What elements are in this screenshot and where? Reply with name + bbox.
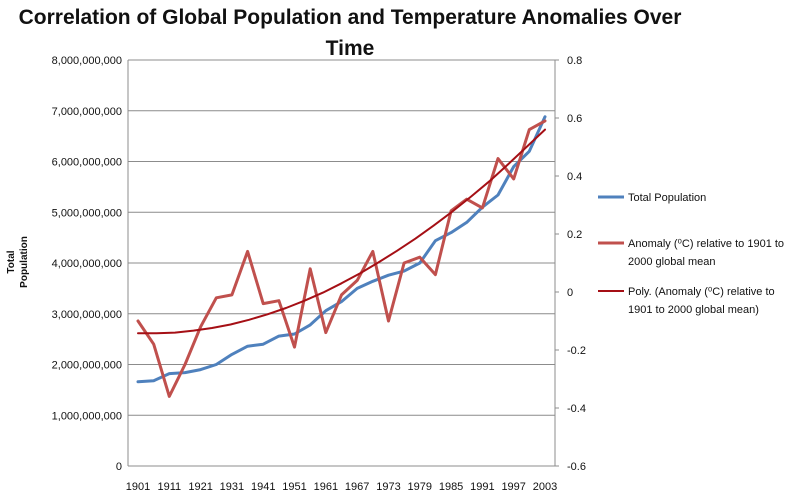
right-tick-label: 0.4 (567, 171, 582, 183)
x-tick-label: 1967 (345, 481, 369, 493)
x-tick-label: 2003 (533, 481, 557, 493)
left-tick-label: 3,000,000,000 (52, 309, 122, 321)
left-tick-label: 7,000,000,000 (52, 106, 122, 118)
right-tick-label: 0.2 (567, 229, 582, 241)
x-tick-label: 1921 (188, 481, 212, 493)
x-tick-label: 1991 (470, 481, 494, 493)
legend: Total Population Anomaly (⁰C) relative to… (598, 192, 784, 316)
left-tick-label: 0 (116, 461, 122, 473)
right-tick-label: 0.8 (567, 55, 582, 67)
series-line-1 (136, 115, 547, 384)
right-axis-ticks: -0.6 -0.4 -0.2 0 0.2 0.4 0.6 0.8 (555, 55, 586, 473)
legend-label-3: Poly. (Anomaly (⁰C) relative to (628, 286, 775, 298)
legend-label-2-cont: 2000 global mean (628, 256, 715, 268)
series-layer (136, 115, 547, 398)
right-tick-label: 0 (567, 287, 573, 299)
x-tick-label: 1941 (251, 481, 275, 493)
left-axis-title-line1: Total (6, 250, 17, 273)
left-tick-label: 1,000,000,000 (52, 410, 122, 422)
x-tick-label: 1997 (501, 481, 525, 493)
x-tick-label: 1931 (220, 481, 244, 493)
x-tick-label: 1961 (314, 481, 338, 493)
left-axis-title-line2: Population (19, 236, 30, 288)
right-tick-label: -0.6 (567, 461, 586, 473)
x-tick-label: 1985 (439, 481, 463, 493)
chart-title: Correlation of Global Population and Tem… (18, 6, 682, 60)
series-line-3 (137, 128, 546, 335)
x-tick-label: 1901 (126, 481, 150, 493)
x-axis-ticks: 1901 1911 1921 1931 1941 1951 1961 1967 1973 1979… (126, 481, 557, 493)
legend-label-2: Anomaly (⁰C) relative to 1901 to (628, 238, 784, 250)
left-tick-label: 2,000,000,000 (52, 360, 122, 372)
right-tick-label: -0.4 (567, 403, 586, 415)
series-line-2 (136, 119, 547, 398)
x-tick-label: 1951 (282, 481, 306, 493)
left-axis-ticks: 0 1,000,000,000 2,000,000,000 3,000,000,000… (52, 55, 122, 473)
gridlines (128, 59, 555, 467)
left-tick-label: 4,000,000,000 (52, 258, 122, 270)
axes (127, 60, 556, 467)
legend-label-1: Total Population (628, 192, 706, 204)
left-tick-label: 5,000,000,000 (52, 207, 122, 219)
x-tick-label: 1979 (408, 481, 432, 493)
legend-label-3-cont: 1901 to 2000 global mean) (628, 304, 759, 316)
x-tick-label: 1911 (157, 481, 181, 493)
right-tick-label: -0.2 (567, 345, 586, 357)
x-tick-label: 1973 (376, 481, 400, 493)
left-tick-label: 6,000,000,000 (52, 157, 122, 169)
left-tick-label: 8,000,000,000 (52, 55, 122, 67)
right-tick-label: 0.6 (567, 113, 582, 125)
